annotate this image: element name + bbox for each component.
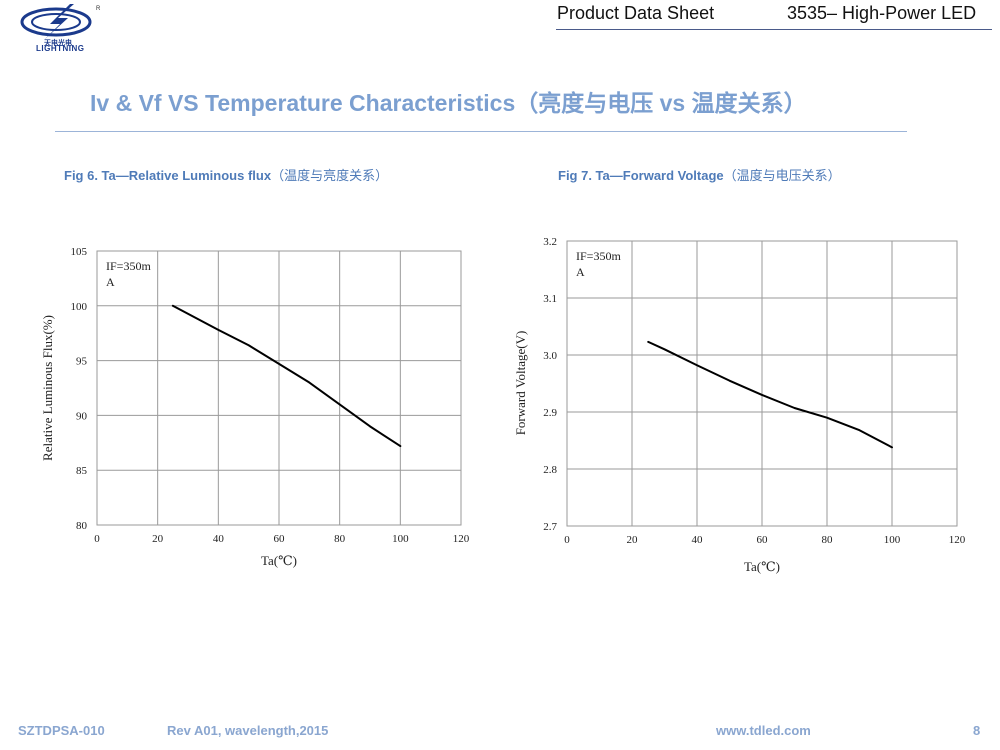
fig7-x-tick-label: 120 [949,534,966,546]
fig6-annotation-line: A [106,275,115,289]
fig7-x-tick-label: 0 [564,534,570,546]
fig7-data-point [826,416,828,419]
footer-website: www.tdled.com [716,723,811,738]
footer-revision: Rev A01, wavelength,2015 [167,723,329,738]
fig6-y-tick-label: 80 [76,520,88,532]
fig6-x-tick-label: 0 [94,533,100,545]
fig7-y-tick-label: 2.7 [543,521,557,533]
fig7-y-tick-label: 3.0 [543,350,557,362]
fig7-data-point [728,379,731,382]
title-divider [55,131,907,132]
footer-doc-id: SZTDPSA-010 [18,723,105,738]
registered-mark: R [96,6,101,12]
fig7-x-tick-label: 60 [757,534,769,546]
page-number: 8 [973,723,981,738]
fig6-data-point [217,329,220,331]
fig6-annotation-line: IF=350m [106,259,151,273]
fig6-data-point [247,344,250,347]
fig7-y-tick-label: 3.2 [543,236,557,248]
fig6-data-point [399,445,402,447]
fig6-y-tick-label: 105 [71,246,88,258]
fig7-y-tick-label: 2.9 [543,407,557,419]
fig7-data-point [663,348,666,351]
fig7-data-point [696,364,698,367]
company-logo: R 天电光电 LIGHTNING [14,4,106,53]
fig6-y-tick-label: 90 [76,410,88,422]
fig6-data-point [172,305,174,307]
fig6-series-line [171,304,402,448]
fig6-y-tick-label: 95 [76,356,88,368]
lightning-logo-icon [20,4,92,40]
fig6-data-point [278,363,280,365]
fig6-x-tick-label: 120 [453,533,470,545]
fig7-data-point [793,407,796,409]
fig7-caption-en: Fig 7. Ta—Forward Voltage [558,168,724,183]
fig6-caption-cn: （温度与亮度关系） [271,168,389,183]
fig7-y-axis-label: Forward Voltage(V) [513,331,528,436]
fig6-caption: Fig 6. Ta—Relative Luminous flux（温度与亮度关系… [64,165,388,184]
fig7-y-tick-label: 3.1 [543,293,557,305]
fig7-caption: Fig 7. Ta—Forward Voltage（温度与电压关系） [558,165,841,184]
page-title: Iv & Vf VS Temperature Characteristics（亮… [90,90,807,116]
fig7-data-point [761,394,763,396]
fig7-y-tick-label: 2.8 [543,464,557,476]
fig6-y-tick-label: 100 [71,301,88,313]
fig6-caption-en: Fig 6. Ta—Relative Luminous flux [64,168,272,183]
product-name: 3535– High-Power LED [787,3,977,23]
fig7-x-tick-label: 100 [884,534,901,546]
fig6-x-tick-label: 60 [274,533,286,545]
fig7-x-axis-label: Ta(℃) [744,559,780,574]
fig6-x-tick-label: 100 [392,533,409,545]
fig6-y-axis-label: Relative Luminous Flux(%) [40,315,55,461]
fig6-x-tick-label: 20 [152,533,164,545]
logo-chinese-text: 天电光电 [44,40,72,47]
fig7-data-point [858,429,861,432]
fig6-data-point [338,403,341,406]
fig7-annotation-line: IF=350m [576,249,621,263]
doc-type: Product Data Sheet [557,3,715,23]
fig6-x-tick-label: 80 [334,533,346,545]
logo-english-text: LIGHTNING [36,44,85,53]
fig7-series-line [647,340,893,449]
fig6-x-axis-label: Ta(℃) [261,553,297,568]
fig7-x-tick-label: 20 [627,534,639,546]
fig6-x-tick-label: 40 [213,533,225,545]
fig7-caption-cn: （温度与电压关系） [723,168,841,183]
header-divider [556,29,992,30]
fig7-x-tick-label: 40 [692,534,704,546]
fig7-data-point [891,446,893,449]
fig6-data-point [308,381,311,384]
fig7-annotation-line: A [576,265,585,279]
fig6-y-tick-label: 85 [76,465,88,477]
fig6-data-point [369,425,371,428]
fig7-data-point [647,341,650,343]
fig7-x-tick-label: 80 [822,534,834,546]
